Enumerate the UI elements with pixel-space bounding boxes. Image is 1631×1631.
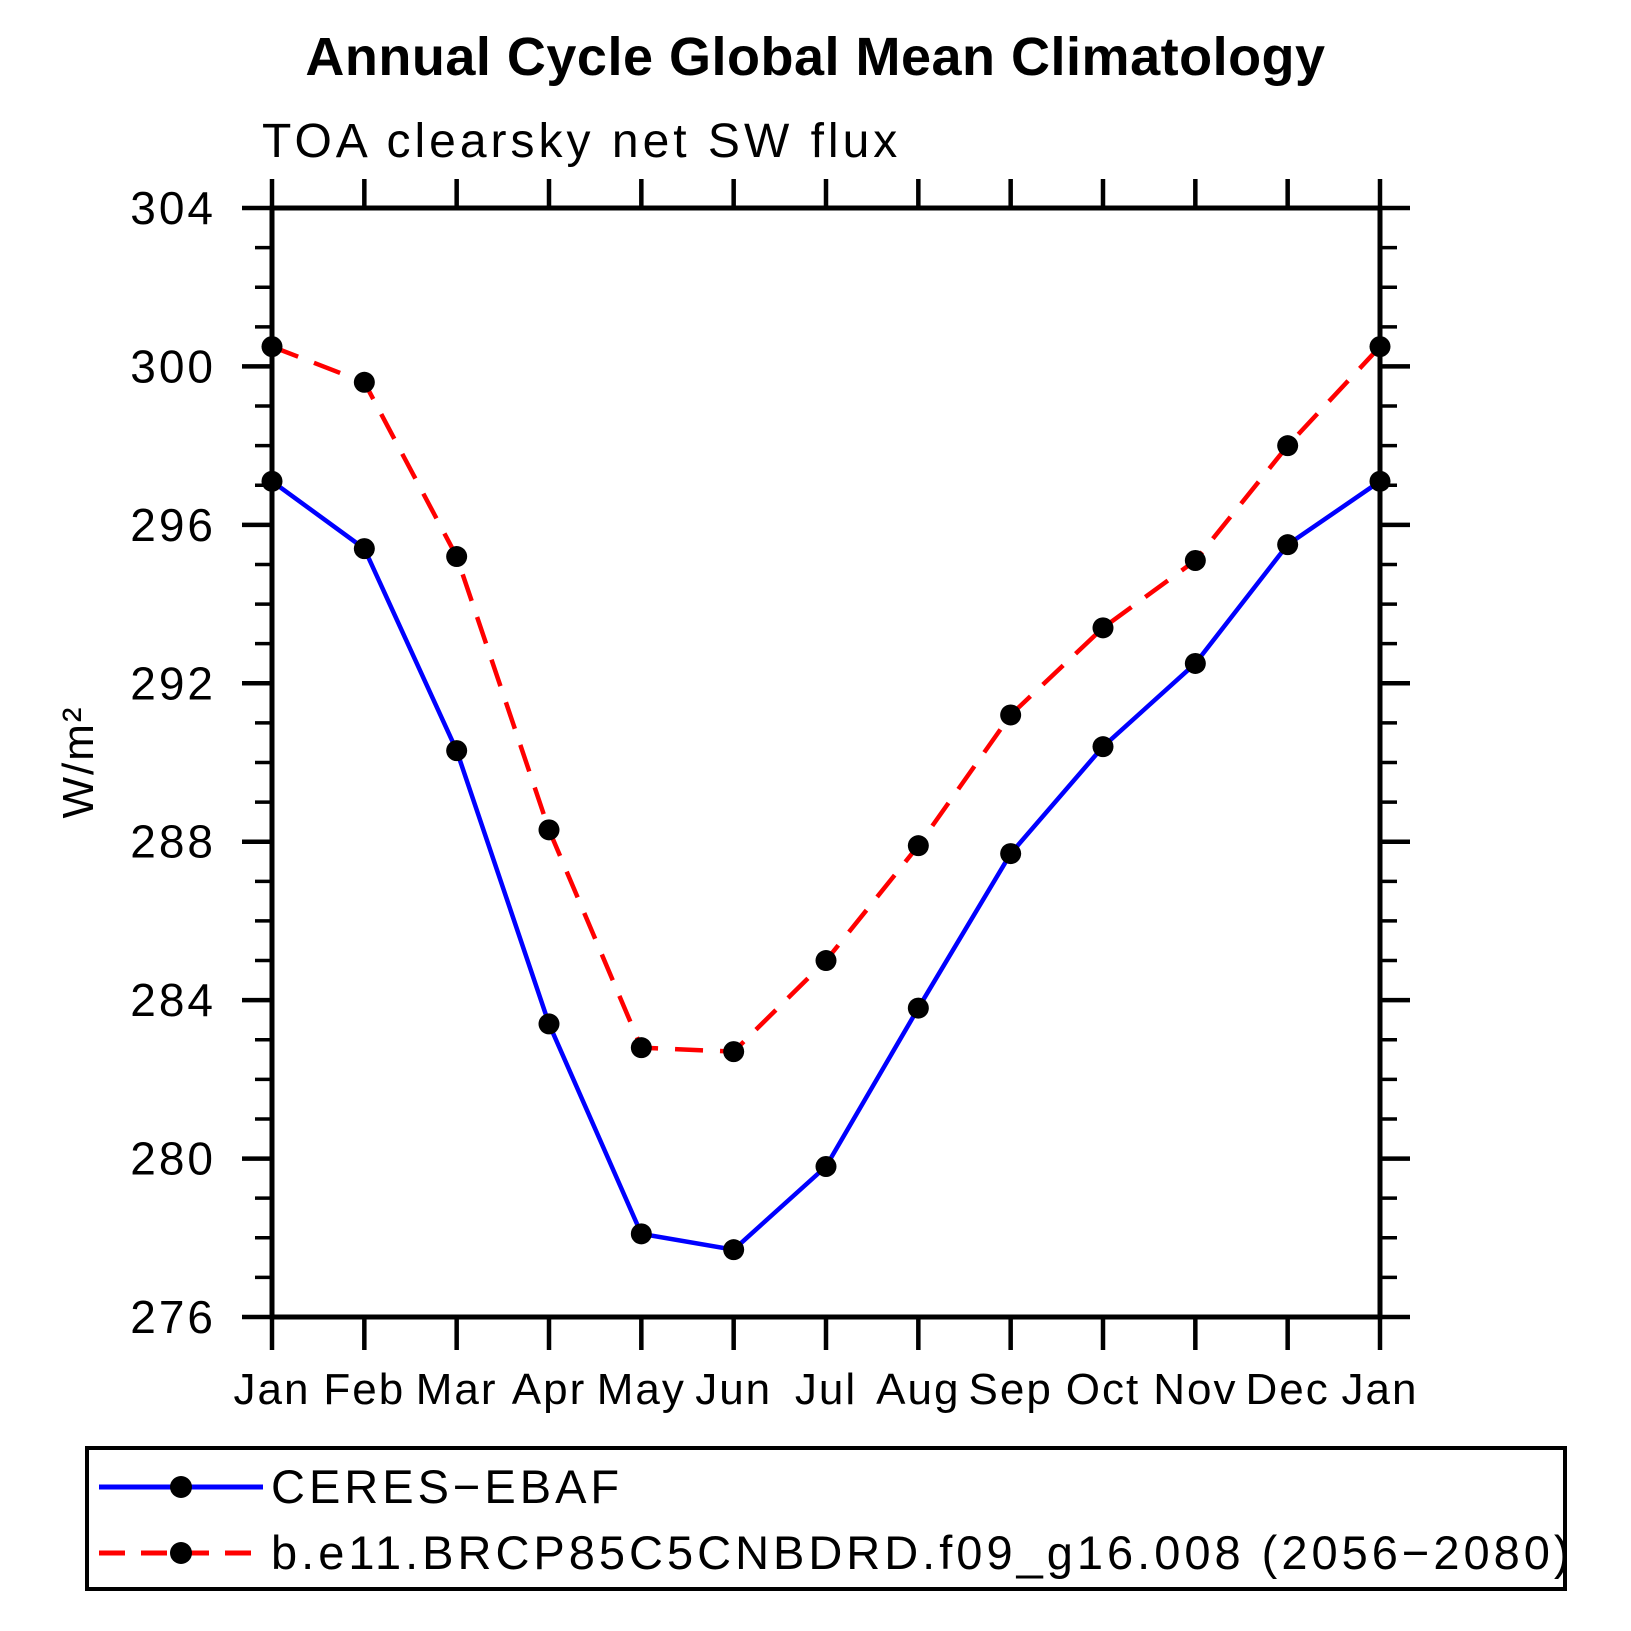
- y-tick-label: 296: [130, 499, 216, 551]
- data-point-marker-s1: [630, 1037, 652, 1059]
- legend-item-ceres-ebaf: CERES−EBAF: [93, 1460, 624, 1513]
- y-tick-label: 276: [130, 1291, 216, 1343]
- axis-frame: [269, 205, 1383, 1320]
- legend-line-sample-dashed: [99, 1542, 263, 1564]
- legend-label-ceres-ebaf: CERES−EBAF: [271, 1460, 624, 1513]
- x-tick-label: Sep: [969, 1365, 1053, 1414]
- data-point-marker-s0: [907, 997, 929, 1019]
- data-point-marker-s0: [1184, 652, 1206, 674]
- data-point-marker-s1: [353, 371, 375, 393]
- y-tick-label: 300: [130, 340, 216, 392]
- data-point-marker-s1: [907, 835, 929, 857]
- x-tick-label: Jan: [1342, 1365, 1419, 1414]
- chart-title: Annual Cycle Global Mean Climatology: [305, 27, 1326, 87]
- data-point-marker-s0: [1092, 736, 1114, 758]
- legend-sample-marker-1: [170, 1542, 192, 1564]
- x-tick-label: Nov: [1153, 1365, 1237, 1414]
- data-point-marker-s1: [1184, 550, 1206, 572]
- data-point-marker-s0: [1277, 534, 1299, 556]
- data-point-marker-s1: [1092, 617, 1114, 639]
- x-tick-label: Aug: [876, 1365, 960, 1414]
- legend-sample-marker-0: [170, 1476, 192, 1498]
- data-point-marker-s1: [1369, 336, 1391, 358]
- data-point-marker-s0: [630, 1223, 652, 1245]
- data-point-marker-s0: [261, 470, 283, 492]
- legend-line-sample-solid: [99, 1476, 263, 1498]
- data-point-marker-s1: [538, 819, 560, 841]
- data-point-marker-s0: [1000, 843, 1022, 865]
- y-tick-label: 288: [130, 816, 216, 868]
- data-point-marker-s1: [723, 1041, 745, 1063]
- data-point-marker-s1: [446, 546, 468, 568]
- chart-subtitle: TOA clearsky net SW flux: [262, 115, 902, 168]
- data-point-marker-s0: [815, 1155, 837, 1177]
- x-tick-label: Jul: [795, 1365, 857, 1414]
- data-point-marker-s1: [1277, 435, 1299, 457]
- x-tick-label: Oct: [1066, 1365, 1140, 1414]
- data-point-marker-s0: [446, 740, 468, 762]
- x-tick-label: Jun: [695, 1365, 772, 1414]
- y-tick-label: 292: [130, 657, 216, 709]
- series-line-1: [271, 344, 1382, 1054]
- data-point-marker-s1: [1000, 704, 1022, 726]
- data-point-marker-s0: [1369, 470, 1391, 492]
- data-point-marker-s0: [723, 1239, 745, 1261]
- data-point-marker-s0: [353, 538, 375, 560]
- y-tick-label: 304: [130, 182, 216, 234]
- y-tick-label: 280: [130, 1133, 216, 1185]
- data-point-marker-s0: [538, 1013, 560, 1035]
- data-point-marker-s1: [815, 950, 837, 972]
- x-tick-label: Apr: [512, 1365, 586, 1414]
- x-tick-label: Jan: [234, 1365, 311, 1414]
- x-tick-label: Mar: [416, 1365, 498, 1414]
- x-tick-label: May: [597, 1365, 686, 1414]
- legend-label-model-run: b.e11.BRCP85C5CNBDRD.f09_g16.008 (2056−2…: [271, 1526, 1574, 1579]
- data-point-marker-s1: [261, 336, 283, 358]
- y-tick-label: 284: [130, 974, 216, 1026]
- legend: CERES−EBAF b.e11.BRCP85C5CNBDRD.f09_g16.…: [85, 1446, 1570, 1591]
- legend-item-model-run: b.e11.BRCP85C5CNBDRD.f09_g16.008 (2056−2…: [93, 1526, 1574, 1579]
- x-tick-label: Dec: [1246, 1365, 1330, 1414]
- x-tick-label: Feb: [323, 1365, 405, 1414]
- series-line-0: [270, 479, 1382, 1253]
